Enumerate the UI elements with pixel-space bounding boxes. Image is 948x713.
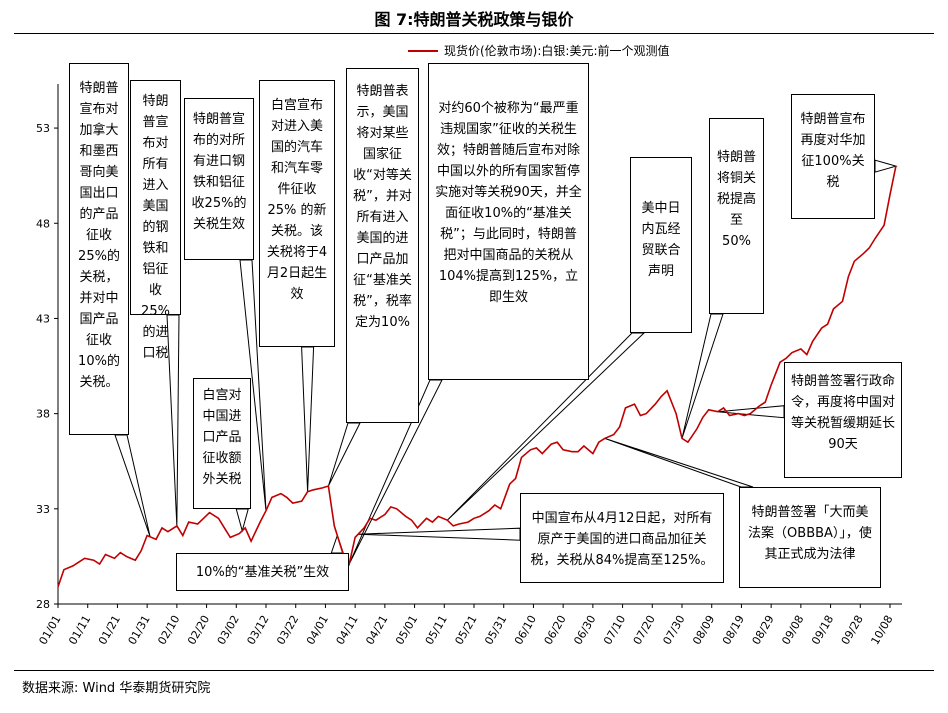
callout-canada-mexico-china-tariff: 特朗普宣布对加拿大和墨西哥向美国出口的产品征收25%的关税，并对中国产品征收10… bbox=[69, 63, 129, 435]
callout-china-retaliation: 中国宣布从4月12日起，对所有原产于美国的进口商品加征关税，关税从84%提高至1… bbox=[520, 493, 724, 583]
callout-pointer bbox=[166, 314, 180, 526]
x-tick-label: 01/31 bbox=[126, 613, 153, 647]
x-tick-label: 04/11 bbox=[334, 613, 361, 647]
x-tick-label: 03/02 bbox=[215, 613, 242, 647]
y-tick-label: 43 bbox=[36, 312, 50, 325]
x-tick-label: 08/29 bbox=[750, 613, 777, 647]
silver-price-line bbox=[57, 165, 897, 588]
callout-pointer bbox=[874, 159, 898, 173]
callout-100pct-tariff: 特朗普宣布再度对华加征100%关税 bbox=[791, 94, 875, 219]
x-tick-label: 08/19 bbox=[720, 613, 747, 647]
x-tick-label: 01/01 bbox=[36, 613, 63, 647]
legend: 现货价(伦敦市场):白银:美元:前一个观测值 bbox=[408, 43, 670, 58]
x-tick-label: 04/01 bbox=[304, 613, 331, 647]
x-tick-label: 09/18 bbox=[809, 613, 836, 647]
callout-pointer bbox=[239, 259, 267, 511]
chart-title: 图 7:特朗普关税政策与银价 bbox=[374, 10, 574, 29]
callout-china-extra-tariff: 白宫对中国进口产品征收额外关税 bbox=[193, 378, 251, 509]
x-tick-label: 02/10 bbox=[155, 613, 182, 647]
data-source: 数据来源: Wind 华泰期货研究院 bbox=[22, 681, 211, 696]
x-tick-label: 05/01 bbox=[393, 613, 420, 647]
y-tick-label: 48 bbox=[36, 217, 50, 230]
callout-steel-aluminum-effective: 特朗普宣布的对所有进口钢铁和铝征收25%的关税生效 bbox=[184, 98, 254, 260]
callout-steel-aluminum-announced: 特朗普宣布对所有进入美国的钢铁和铝征收25%的进口税 bbox=[130, 80, 181, 361]
y-tick-label: 38 bbox=[36, 408, 50, 421]
x-tick-label: 03/12 bbox=[244, 613, 271, 647]
x-tick-label: 02/20 bbox=[185, 613, 212, 647]
x-tick-label: 05/11 bbox=[423, 613, 450, 647]
callout-pointer bbox=[235, 508, 249, 533]
callout-pointer bbox=[604, 437, 754, 488]
y-tick-label: 28 bbox=[36, 598, 50, 611]
y-tick-label: 33 bbox=[36, 503, 50, 516]
callout-pointer bbox=[327, 422, 361, 487]
legend-label: 现货价(伦敦市场):白银:美元:前一个观测值 bbox=[444, 43, 670, 58]
callout-connectors bbox=[114, 159, 898, 565]
callout-pointer bbox=[717, 405, 785, 419]
callout-obbba: 特朗普签署「大而美法案（OBBBA）」，使其正式成为法律 bbox=[739, 487, 881, 588]
x-tick-label: 06/20 bbox=[542, 613, 569, 647]
callout-geneva-statement: 美中日内瓦经贸联合声明 bbox=[630, 157, 692, 333]
footer-divider bbox=[14, 670, 934, 671]
x-tick-label: 07/20 bbox=[631, 613, 658, 647]
callout-pointer bbox=[114, 434, 151, 537]
x-tick-label: 03/22 bbox=[274, 613, 301, 647]
x-tick-label: 08/09 bbox=[690, 613, 717, 647]
x-tick-label: 10/08 bbox=[868, 613, 895, 647]
callout-truce-extension: 特朗普签署行政命令，再度将中国对等关税暂缓期延长90天 bbox=[784, 362, 902, 478]
callout-copper-tariff: 特朗普将铜关税提高至50% bbox=[709, 118, 764, 314]
x-tick-label: 07/10 bbox=[601, 613, 628, 647]
x-tick-label: 06/30 bbox=[571, 613, 598, 647]
x-tick-label: 05/21 bbox=[452, 613, 479, 647]
callout-pointer bbox=[358, 527, 521, 541]
x-tick-label: 05/31 bbox=[482, 613, 509, 647]
x-tick-label: 04/21 bbox=[363, 613, 390, 647]
x-tick-label: 01/21 bbox=[96, 613, 123, 647]
x-tick-label: 09/08 bbox=[779, 613, 806, 647]
callout-auto-tariff: 白宫宣布对进入美国的汽车和汽车零件征收25% 的新关税。该关税将于4月2日起生效 bbox=[259, 80, 335, 347]
x-tick-label: 01/11 bbox=[66, 613, 93, 647]
callout-pointer bbox=[348, 379, 443, 565]
callout-pause-90-days: 对约60个被称为“最严重违规国家”征收的关税生效；特朗普随后宣布对除中国以外的所… bbox=[428, 63, 589, 380]
y-tick-label: 53 bbox=[36, 122, 50, 135]
callout-pointer bbox=[446, 332, 646, 521]
callout-pointer bbox=[681, 313, 724, 439]
callout-pointer bbox=[301, 346, 315, 492]
x-tick-label: 06/10 bbox=[512, 613, 539, 647]
callout-reciprocal-tariff: 特朗普表示，美国将对某些国家征收“对等关税”，并对所有进入美国的进口产品加征“基… bbox=[346, 68, 419, 423]
callout-baseline-tariff-effective: 10%的“基准关税”生效 bbox=[176, 553, 349, 591]
x-tick-label: 07/30 bbox=[660, 613, 687, 647]
x-tick-label: 09/28 bbox=[839, 613, 866, 647]
title-divider bbox=[14, 33, 934, 34]
